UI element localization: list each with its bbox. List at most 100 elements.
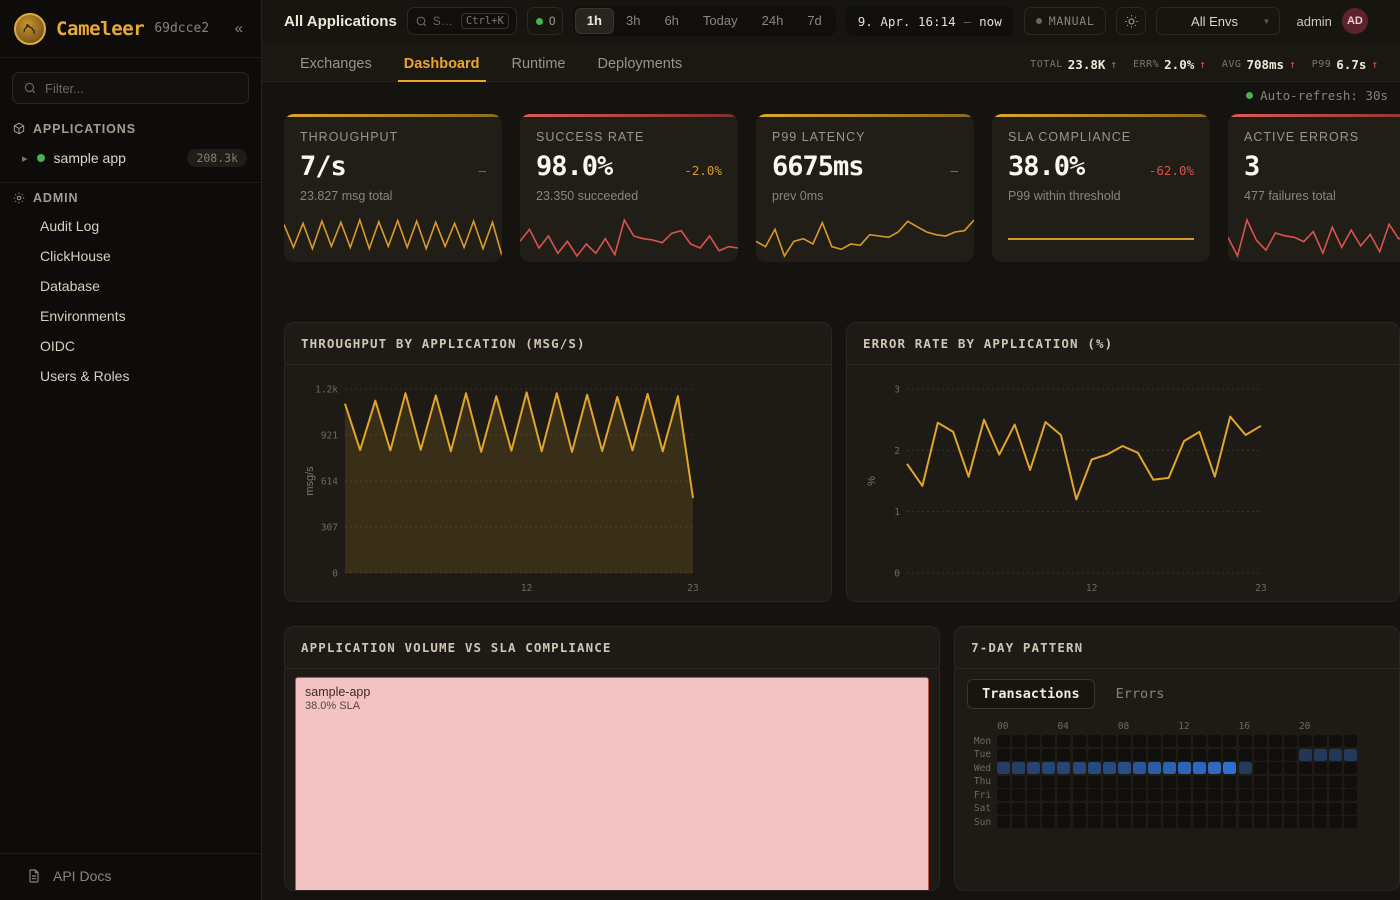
heatmap-cell[interactable] xyxy=(1193,816,1207,828)
range-7d[interactable]: 7d xyxy=(807,13,822,28)
heatmap-cell[interactable] xyxy=(1314,816,1328,828)
heatmap-cell[interactable] xyxy=(1314,762,1328,774)
chevron-right-icon[interactable]: ▸ xyxy=(22,152,28,165)
heatmap-cell[interactable] xyxy=(1223,735,1237,747)
sidebar-item-audit-log[interactable]: Audit Log xyxy=(40,218,100,234)
heatmap-cell[interactable] xyxy=(1253,748,1267,761)
heatmap-cell[interactable] xyxy=(1193,775,1207,788)
heatmap-cell[interactable] xyxy=(1042,816,1056,828)
heatmap-cell[interactable] xyxy=(1027,762,1041,774)
heatmap-cell[interactable] xyxy=(1087,789,1101,801)
heatmap-cell[interactable] xyxy=(1268,748,1282,761)
kpi-card-p99-latency[interactable]: P99 LATENCY 6675ms – prev 0ms xyxy=(756,114,974,262)
heatmap-cell[interactable] xyxy=(1072,748,1086,761)
heatmap-cell[interactable] xyxy=(1178,789,1192,801)
heatmap-cell[interactable] xyxy=(1283,762,1297,774)
heatmap-cell[interactable] xyxy=(1027,775,1041,788)
heatmap-cell[interactable] xyxy=(1057,775,1071,788)
heatmap-cell[interactable] xyxy=(1042,748,1056,761)
heatmap-cell[interactable] xyxy=(1298,802,1312,815)
heatmap-cell[interactable] xyxy=(1072,775,1086,788)
heatmap-cell[interactable] xyxy=(1163,762,1177,774)
heatmap-cell[interactable] xyxy=(1102,789,1116,801)
sidebar-item-users-roles[interactable]: Users & Roles xyxy=(40,368,130,384)
heatmap-cell[interactable] xyxy=(1087,735,1101,747)
heatmap-cell[interactable] xyxy=(997,735,1011,747)
heatmap-cell[interactable] xyxy=(1132,789,1146,801)
heatmap-cell[interactable] xyxy=(1193,735,1207,747)
chart-throughput-area[interactable]: 0 307 614 921 1.2k 12 23 msg/s xyxy=(295,373,832,602)
heatmap-cell[interactable] xyxy=(1314,802,1328,815)
heatmap-cell[interactable] xyxy=(1117,748,1131,761)
heatmap-cell[interactable] xyxy=(1223,775,1237,788)
heatmap-cell[interactable] xyxy=(1102,775,1116,788)
heatmap-cell[interactable] xyxy=(1042,775,1056,788)
filter-input[interactable]: Filter... xyxy=(12,72,249,104)
heatmap-cell[interactable] xyxy=(1344,802,1358,815)
heatmap-cell[interactable] xyxy=(1344,775,1358,788)
sidebar-item-oidc[interactable]: OIDC xyxy=(40,338,75,354)
heatmap-cell[interactable] xyxy=(1163,735,1177,747)
tab-runtime[interactable]: Runtime xyxy=(511,56,566,72)
heatmap-cell[interactable] xyxy=(1057,762,1071,774)
range-3h[interactable]: 3h xyxy=(625,13,641,28)
kpi-card-throughput[interactable]: THROUGHPUT 7/s – 23.827 msg total xyxy=(284,114,502,262)
api-docs-link[interactable]: API Docs xyxy=(0,853,261,900)
heatmap-cell[interactable] xyxy=(1268,775,1282,788)
heatmap-cell[interactable] xyxy=(1208,748,1222,761)
heatmap-cell[interactable] xyxy=(997,775,1011,788)
heatmap-cell[interactable] xyxy=(1163,789,1177,801)
heatmap-cell[interactable] xyxy=(1117,816,1131,828)
heatmap-cell[interactable] xyxy=(1148,748,1162,761)
heatmap-cell[interactable] xyxy=(1042,762,1056,774)
heatmap-cell[interactable] xyxy=(1283,775,1297,788)
heatmap-cell[interactable] xyxy=(1344,735,1358,747)
heatmap-cell[interactable] xyxy=(997,762,1011,774)
heatmap-cell[interactable] xyxy=(1072,762,1086,774)
chevron-double-left-icon[interactable]: « xyxy=(234,20,243,37)
heatmap-cell[interactable] xyxy=(1314,735,1328,747)
heatmap-cell[interactable] xyxy=(1072,735,1086,747)
heatmap-cell[interactable] xyxy=(1283,735,1297,747)
heatmap-cell[interactable] xyxy=(1117,735,1131,747)
heatmap-cell[interactable] xyxy=(1344,789,1358,801)
heatmap-cell[interactable] xyxy=(1268,802,1282,815)
kpi-card-success-rate[interactable]: SUCCESS RATE 98.0% -2.0% 23.350 succeede… xyxy=(520,114,738,262)
heatmap-cell[interactable] xyxy=(1344,816,1358,828)
sidebar-item-sample-app[interactable]: ▸ sample app 208.3k xyxy=(0,142,261,174)
heatmap-cell[interactable] xyxy=(1329,802,1343,815)
heatmap-cell[interactable] xyxy=(1344,748,1358,761)
heatmap-cell[interactable] xyxy=(997,789,1011,801)
heatmap-cell[interactable] xyxy=(1298,748,1312,761)
heatmap-cell[interactable] xyxy=(1238,762,1252,774)
heatmap-cell[interactable] xyxy=(1298,816,1312,828)
heatmap-cell[interactable] xyxy=(1012,802,1026,815)
heatmap-cell[interactable] xyxy=(1238,735,1252,747)
heatmap-cell[interactable] xyxy=(1057,802,1071,815)
heatmap-cell[interactable] xyxy=(1193,748,1207,761)
kpi-card-sla-compliance[interactable]: SLA COMPLIANCE 38.0% -62.0% P99 within t… xyxy=(992,114,1210,262)
heatmap-cell[interactable] xyxy=(1132,748,1146,761)
heatmap-cell[interactable] xyxy=(1238,775,1252,788)
heatmap-cell[interactable] xyxy=(1314,748,1328,761)
heatmap-cell[interactable] xyxy=(1027,789,1041,801)
heatmap-cell[interactable] xyxy=(1344,762,1358,774)
heatmap-cell[interactable] xyxy=(1042,789,1056,801)
heatmap-cell[interactable] xyxy=(1268,789,1282,801)
heatmap-cell[interactable] xyxy=(1208,816,1222,828)
heatmap-cell[interactable] xyxy=(1268,735,1282,747)
heatmap-cell[interactable] xyxy=(1314,789,1328,801)
heatmap-cell[interactable] xyxy=(1102,816,1116,828)
sidebar-item-clickhouse[interactable]: ClickHouse xyxy=(40,248,111,264)
tab-exchanges[interactable]: Exchanges xyxy=(300,56,372,72)
heatmap-cell[interactable] xyxy=(1012,816,1026,828)
heatmap-cell[interactable] xyxy=(1148,802,1162,815)
heatmap-cell[interactable] xyxy=(1148,816,1162,828)
heatmap-cell[interactable] xyxy=(1238,789,1252,801)
range-6h[interactable]: 6h xyxy=(664,13,679,28)
heatmap-cell[interactable] xyxy=(1283,748,1297,761)
heatmap-cell[interactable] xyxy=(1223,816,1237,828)
heatmap-cell[interactable] xyxy=(1253,735,1267,747)
heatmap-cell[interactable] xyxy=(1117,775,1131,788)
